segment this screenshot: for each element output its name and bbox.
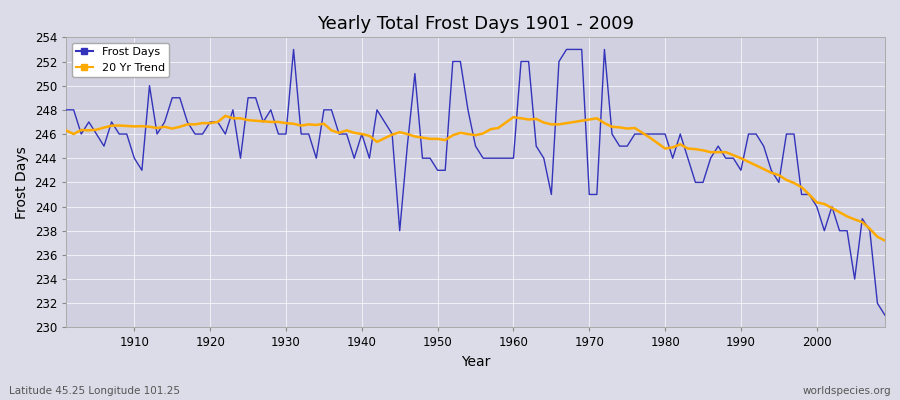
Text: Latitude 45.25 Longitude 101.25: Latitude 45.25 Longitude 101.25 [9,386,180,396]
Text: worldspecies.org: worldspecies.org [803,386,891,396]
Y-axis label: Frost Days: Frost Days [15,146,29,219]
Title: Yearly Total Frost Days 1901 - 2009: Yearly Total Frost Days 1901 - 2009 [317,15,634,33]
X-axis label: Year: Year [461,355,491,369]
Legend: Frost Days, 20 Yr Trend: Frost Days, 20 Yr Trend [72,43,169,77]
